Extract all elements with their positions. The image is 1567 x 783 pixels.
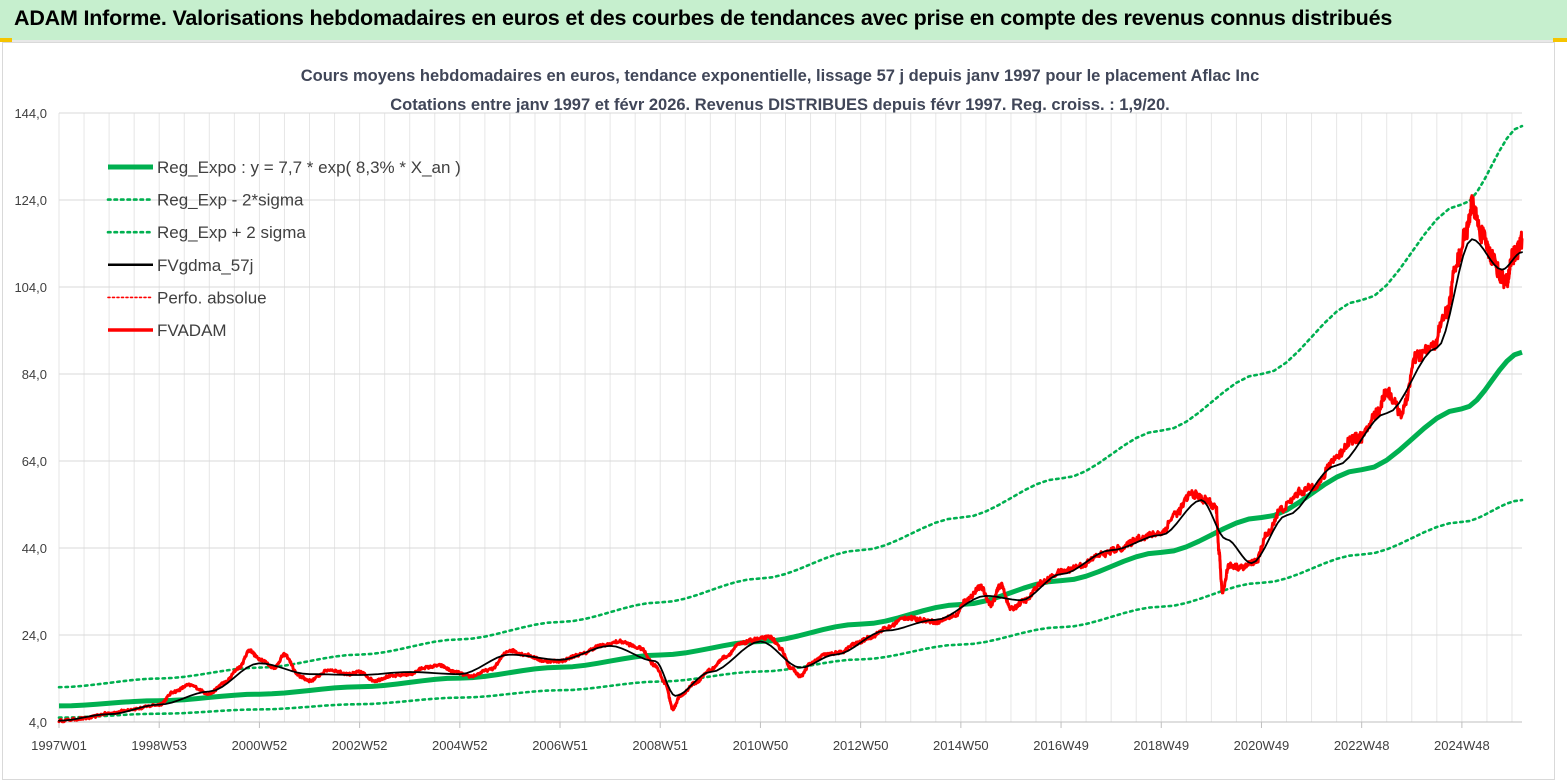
series-line-reg-exp-2-sigma: [57, 498, 1524, 719]
series-line-fvadam: [57, 194, 1524, 724]
x-tick-label: 2016W49: [1033, 738, 1089, 753]
x-tick-label: 2006W51: [532, 738, 588, 753]
legend-label: Perfo. absolue: [157, 288, 267, 307]
banner-title: ADAM Informe. Valorisations hebdomadaire…: [14, 6, 1393, 30]
series-line-reg-expo: [58, 349, 1523, 709]
y-tick-label: 24,0: [22, 628, 47, 643]
x-tick-label: 2004W52: [432, 738, 488, 753]
legend-label: Reg_Exp - 2*sigma: [157, 191, 304, 210]
y-tick-label: 144,0: [14, 106, 47, 121]
y-tick-label: 4,0: [29, 715, 47, 730]
y-axis: 144,0 124,0 104,0 84,0 64,0 44,0 24,0 4,0: [14, 106, 47, 730]
chart-legend: Reg_Expo : y = 7,7 * exp( 8,3% * X_an ) R…: [106, 158, 461, 340]
x-tick-label: 2020W49: [1234, 738, 1290, 753]
banner-separator: [0, 40, 1567, 42]
legend-label: Reg_Expo : y = 7,7 * exp( 8,3% * X_an ): [157, 158, 461, 177]
chart-title-background: [268, 62, 1294, 114]
x-tick-label: 2012W50: [833, 738, 889, 753]
x-tick-label: 2014W50: [933, 738, 989, 753]
legend-label: Reg_Exp + 2 sigma: [157, 223, 306, 242]
legend-label: FVgdma_57j: [157, 256, 253, 275]
y-tick-label: 124,0: [14, 193, 47, 208]
accent-mark-right: [1553, 38, 1567, 42]
chart-frame: [2, 42, 1555, 780]
x-tick-label: 1997W01: [31, 738, 87, 753]
legend-label: FVADAM: [157, 321, 227, 340]
y-tick-label: 84,0: [22, 367, 47, 382]
y-tick-label: 104,0: [14, 280, 47, 295]
x-tick-label: 1998W53: [131, 738, 187, 753]
y-tick-label: 64,0: [22, 454, 47, 469]
chart-grid: [58, 112, 1522, 723]
x-tick-label: 2008W51: [632, 738, 688, 753]
series-line-reg-exp-2-sigma: [57, 124, 1524, 689]
x-tick-label: 2024W48: [1434, 738, 1490, 753]
chart-title-line2: Cotations entre janv 1997 et févr 2026. …: [390, 96, 1170, 114]
x-tick-label: 2010W50: [733, 738, 789, 753]
chart-title-line1: Cours moyens hebdomadaires en euros, ten…: [301, 67, 1260, 85]
y-tick-label: 44,0: [22, 541, 47, 556]
chart-series: [57, 124, 1524, 724]
x-tick-label: 2000W52: [232, 738, 288, 753]
banner: ADAM Informe. Valorisations hebdomadaire…: [0, 0, 1567, 40]
x-axis: 1997W01 1998W53 2000W52 2002W52 2004W52 2006W…: [31, 721, 1522, 753]
accent-mark-left: [0, 38, 12, 42]
series-line-fvgdma-57j: [58, 238, 1523, 722]
x-tick-label: 2022W48: [1334, 738, 1390, 753]
x-tick-label: 2018W49: [1133, 738, 1189, 753]
x-tick-label: 2002W52: [332, 738, 388, 753]
